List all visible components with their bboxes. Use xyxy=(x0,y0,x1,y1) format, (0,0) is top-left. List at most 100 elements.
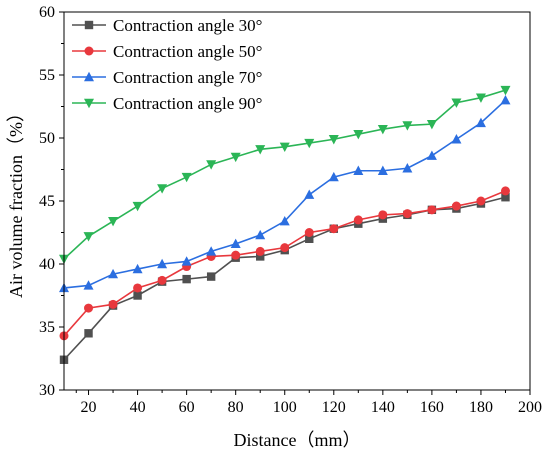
data-point xyxy=(378,210,388,220)
data-point xyxy=(83,280,94,290)
data-point xyxy=(132,201,143,212)
data-point xyxy=(84,303,94,313)
data-point xyxy=(451,201,461,211)
data-point xyxy=(231,250,241,260)
data-point xyxy=(304,228,314,237)
x-tick-label: 80 xyxy=(228,399,244,416)
legend-item: Contraction angle 70° xyxy=(72,68,262,87)
y-tick-label: 50 xyxy=(39,130,55,147)
data-point xyxy=(255,229,266,240)
series-line xyxy=(63,99,507,289)
data-point xyxy=(377,165,388,175)
data-point xyxy=(256,252,265,261)
data-point xyxy=(353,165,364,175)
data-point xyxy=(182,274,191,284)
legend-item: Contraction angle 30° xyxy=(72,16,262,35)
x-tick-label: 160 xyxy=(420,399,444,416)
data-point xyxy=(181,172,192,183)
data-point xyxy=(402,163,413,173)
data-point xyxy=(181,256,192,266)
y-tick-label: 35 xyxy=(39,319,55,336)
data-point xyxy=(133,283,143,293)
legend: Contraction angle 30° Contraction angle 5… xyxy=(72,16,262,113)
data-point xyxy=(328,135,339,145)
data-point xyxy=(206,246,217,256)
data-point xyxy=(83,232,94,242)
data-point xyxy=(108,299,118,309)
data-point xyxy=(157,184,168,194)
data-point xyxy=(353,130,364,140)
x-tick-label: 100 xyxy=(273,399,297,416)
plot-frame xyxy=(63,11,531,391)
data-point xyxy=(501,193,510,202)
series-line xyxy=(63,190,506,337)
data-point xyxy=(157,275,167,285)
x-tick-label: 180 xyxy=(469,399,493,416)
data-point xyxy=(304,189,315,199)
data-point xyxy=(475,117,486,128)
legend-item: Contraction angle 50° xyxy=(72,42,262,61)
axis-ticks: 20 40 60 80 100 120 140 160 180 200 30 35 40 45 50 55 60 xyxy=(39,4,542,416)
data-point xyxy=(230,152,241,163)
data-point xyxy=(426,119,437,130)
x-axis-title: Distance（mm） xyxy=(234,430,361,450)
data-point xyxy=(304,138,315,149)
legend-marker xyxy=(84,71,94,82)
data-point xyxy=(329,224,339,234)
data-point xyxy=(157,258,168,269)
data-point xyxy=(305,234,314,243)
legend-item: Contraction angle 90° xyxy=(72,94,262,113)
legend-marker xyxy=(84,20,94,30)
series-4 xyxy=(59,85,511,265)
data-point xyxy=(427,205,437,215)
data-point xyxy=(475,93,486,103)
data-point xyxy=(476,196,486,206)
data-point xyxy=(328,171,339,182)
y-tick-label: 30 xyxy=(39,382,55,399)
data-point xyxy=(132,263,143,274)
data-point xyxy=(377,124,388,135)
data-point xyxy=(279,215,290,226)
series-line xyxy=(63,89,506,260)
plot-series xyxy=(59,85,511,364)
x-tick-label: 140 xyxy=(371,399,395,416)
data-point xyxy=(353,215,363,225)
x-tick-label: 20 xyxy=(81,399,97,416)
legend-label: Contraction angle 70° xyxy=(113,68,262,87)
x-tick-label: 200 xyxy=(518,399,542,416)
x-tick-label: 120 xyxy=(322,399,346,416)
data-point xyxy=(133,291,142,300)
series-3 xyxy=(59,95,511,293)
y-tick-label: 45 xyxy=(39,193,55,210)
data-point xyxy=(500,85,511,96)
legend-label: Contraction angle 30° xyxy=(113,16,262,35)
legend-marker xyxy=(84,98,94,109)
legend-marker xyxy=(84,46,94,56)
x-tick-label: 60 xyxy=(179,399,195,416)
data-point xyxy=(402,209,412,219)
data-point xyxy=(206,272,216,281)
data-point xyxy=(426,150,437,160)
data-point xyxy=(108,268,119,279)
data-point xyxy=(206,160,217,170)
y-tick-label: 55 xyxy=(39,67,55,84)
y-tick-label: 40 xyxy=(39,256,55,273)
data-point xyxy=(402,121,413,131)
data-point xyxy=(500,95,511,105)
x-tick-label: 40 xyxy=(130,399,146,416)
data-point xyxy=(280,243,290,253)
data-point xyxy=(451,98,462,108)
data-point xyxy=(255,246,265,256)
data-point xyxy=(451,134,462,144)
legend-label: Contraction angle 50° xyxy=(113,42,262,61)
y-tick-label: 60 xyxy=(39,4,55,21)
data-point xyxy=(500,186,510,196)
data-point xyxy=(279,142,290,153)
legend-label: Contraction angle 90° xyxy=(113,94,262,113)
data-point xyxy=(255,145,266,155)
data-point xyxy=(108,216,119,227)
data-point xyxy=(230,238,241,249)
y-axis-title: Air volume fraction（%） xyxy=(6,104,26,298)
data-point xyxy=(84,329,93,338)
